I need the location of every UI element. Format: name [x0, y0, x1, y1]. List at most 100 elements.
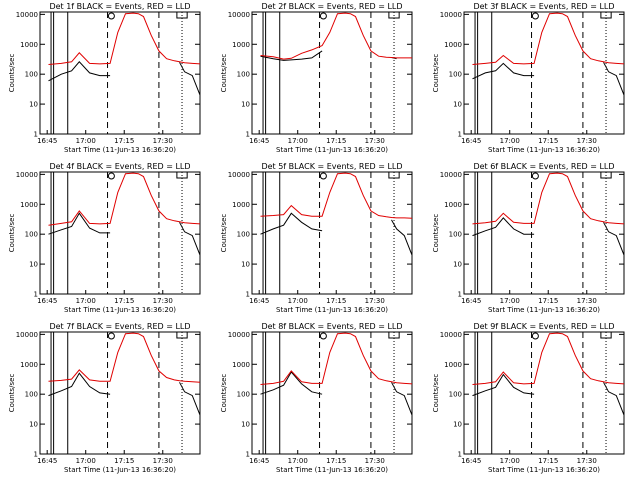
plot-frame — [251, 171, 413, 295]
y-tick-label: 1000 — [232, 361, 250, 369]
events-series-line — [472, 62, 625, 96]
events-series-line — [260, 212, 413, 256]
x-tick-label: 17:00 — [288, 297, 308, 305]
attenuator-marker — [319, 172, 327, 180]
y-tick-label: 1 — [34, 291, 38, 299]
x-axis-label: Start Time (11-Jun-13 16:36:20) — [488, 306, 600, 314]
detector-panel: Det 9f BLACK = Events, RED = LLD 1 10 100 10… — [432, 322, 625, 474]
lld-series-line — [472, 332, 625, 385]
plot-frame — [251, 331, 413, 455]
events-series-line — [472, 217, 625, 256]
bracket-marker — [176, 172, 188, 179]
attenuator-marker — [107, 12, 115, 20]
x-tick-label: 17:30 — [577, 137, 597, 145]
y-tick-label: 10 — [241, 101, 250, 109]
y-tick-label: 10000 — [16, 171, 38, 179]
y-tick-label: 100 — [25, 231, 38, 239]
plot-frame — [39, 11, 201, 135]
x-tick-label: 17:30 — [365, 297, 385, 305]
plot-frame — [39, 331, 201, 455]
y-axis-label: Counts/sec — [8, 374, 16, 413]
panel-title: Det 9f BLACK = Events, RED = LLD — [473, 322, 614, 331]
y-tick-label: 1 — [246, 451, 250, 459]
y-tick-label: 10000 — [440, 331, 462, 339]
lld-series-line — [48, 332, 201, 383]
y-tick-label: 1 — [458, 291, 462, 299]
events-series-line — [472, 373, 625, 416]
attenuator-marker — [319, 332, 327, 340]
events-series-line — [48, 372, 201, 416]
y-tick-label: 10 — [453, 421, 462, 429]
lld-series-line — [260, 172, 413, 219]
x-axis-label: Start Time (11-Jun-13 16:36:20) — [488, 466, 600, 474]
panel-title: Det 4f BLACK = Events, RED = LLD — [49, 162, 190, 171]
x-tick-label: 17:00 — [500, 297, 520, 305]
x-tick-label: 17:30 — [577, 297, 597, 305]
attenuator-marker — [531, 332, 539, 340]
y-tick-label: 100 — [25, 71, 38, 79]
x-axis-label: Start Time (11-Jun-13 16:36:20) — [488, 146, 600, 154]
y-tick-label: 10 — [29, 421, 38, 429]
y-tick-label: 10000 — [228, 331, 250, 339]
plot-frame — [39, 171, 201, 295]
panel-title: Det 3f BLACK = Events, RED = LLD — [473, 2, 614, 11]
detector-panel: Det 6f BLACK = Events, RED = LLD 1 10 100 10… — [432, 162, 625, 314]
detector-panel: Det 5f BLACK = Events, RED = LLD 1 10 100 10… — [220, 162, 413, 314]
y-tick-label: 1 — [246, 291, 250, 299]
x-tick-label: 17:15 — [538, 457, 558, 465]
lld-series-line — [260, 332, 413, 385]
bracket-marker — [176, 332, 188, 339]
y-tick-label: 10000 — [228, 11, 250, 19]
bracket-marker — [388, 332, 400, 339]
y-tick-label: 1 — [246, 131, 250, 139]
x-tick-label: 16:45 — [249, 137, 269, 145]
x-tick-label: 16:45 — [461, 297, 481, 305]
y-tick-label: 1000 — [20, 361, 38, 369]
x-tick-label: 17:00 — [500, 137, 520, 145]
x-tick-label: 16:45 — [461, 137, 481, 145]
x-tick-label: 17:15 — [538, 297, 558, 305]
y-tick-label: 10000 — [16, 11, 38, 19]
x-tick-label: 17:30 — [153, 457, 173, 465]
detector-panel: Det 2f BLACK = Events, RED = LLD 1 10 100 10… — [220, 2, 413, 154]
x-tick-label: 17:15 — [326, 457, 346, 465]
x-tick-label: 16:45 — [461, 457, 481, 465]
detector-panel: Det 3f BLACK = Events, RED = LLD 1 10 100 10… — [432, 2, 625, 154]
panel-title: Det 5f BLACK = Events, RED = LLD — [261, 162, 402, 171]
y-tick-label: 10000 — [16, 331, 38, 339]
panel-title: Det 6f BLACK = Events, RED = LLD — [473, 162, 614, 171]
y-axis-label: Counts/sec — [432, 374, 440, 413]
detector-panel: Det 1f BLACK = Events, RED = LLD 1 10 100 10… — [8, 2, 201, 154]
y-axis-label: Counts/sec — [8, 214, 16, 253]
x-axis-label: Start Time (11-Jun-13 16:36:20) — [276, 306, 388, 314]
x-tick-label: 17:15 — [114, 297, 134, 305]
y-tick-label: 10 — [241, 421, 250, 429]
y-tick-label: 1000 — [232, 41, 250, 49]
y-axis-label: Counts/sec — [220, 214, 228, 253]
y-tick-label: 1 — [34, 451, 38, 459]
x-axis-label: Start Time (11-Jun-13 16:36:20) — [64, 146, 176, 154]
y-axis-label: Counts/sec — [8, 54, 16, 93]
x-axis-label: Start Time (11-Jun-13 16:36:20) — [64, 466, 176, 474]
lld-series-line — [472, 12, 625, 65]
x-axis-label: Start Time (11-Jun-13 16:36:20) — [276, 466, 388, 474]
plot-frame — [463, 11, 625, 135]
x-tick-label: 16:45 — [37, 457, 57, 465]
x-tick-label: 17:15 — [326, 297, 346, 305]
plot-frame — [251, 11, 413, 135]
bracket-marker — [388, 12, 400, 19]
bracket-marker — [388, 172, 400, 179]
y-tick-label: 100 — [25, 391, 38, 399]
y-tick-label: 1000 — [20, 41, 38, 49]
x-tick-label: 17:15 — [114, 457, 134, 465]
panel-title: Det 1f BLACK = Events, RED = LLD — [49, 2, 190, 11]
x-axis-label: Start Time (11-Jun-13 16:36:20) — [64, 306, 176, 314]
y-tick-label: 1000 — [444, 201, 462, 209]
y-tick-label: 100 — [237, 391, 250, 399]
y-tick-label: 1000 — [20, 201, 38, 209]
attenuator-marker — [107, 172, 115, 180]
x-tick-label: 17:30 — [365, 457, 385, 465]
lld-series-line — [472, 172, 625, 225]
y-tick-label: 1 — [458, 131, 462, 139]
